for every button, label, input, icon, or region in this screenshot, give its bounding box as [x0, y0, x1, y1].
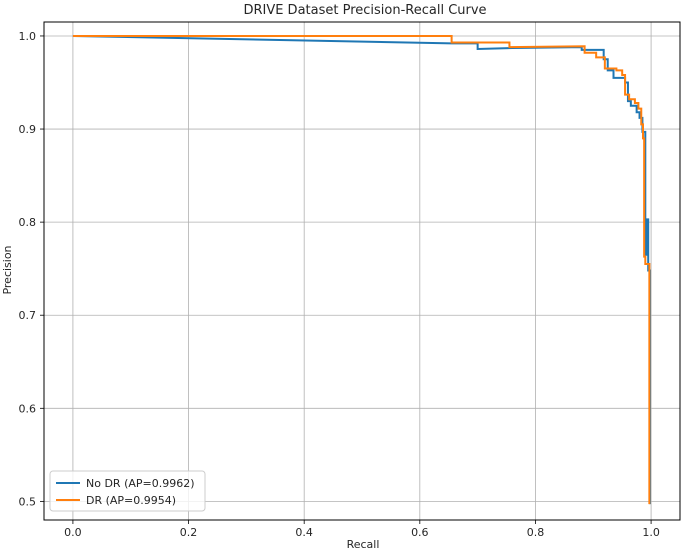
y-tick-label: 0.7	[19, 309, 37, 322]
series-line-dr	[72, 34, 651, 505]
plot-frame	[43, 21, 681, 521]
legend-label-no-dr: No DR (AP=0.9962)	[86, 477, 195, 490]
y-tick-label: 0.6	[19, 402, 37, 415]
x-tick-label: 0.2	[180, 526, 198, 539]
x-tick-label: 0.4	[295, 526, 313, 539]
tick-layer: 0.0 0.2 0.4 0.6 0.8 1.0 0.5 0.6 0.7 0.8 0.9 1.0	[19, 30, 660, 539]
x-axis-label: Recall	[347, 538, 380, 551]
series-layer	[72, 34, 651, 505]
legend: No DR (AP=0.9962) DR (AP=0.9954)	[49, 470, 206, 512]
x-tick-label: 0.0	[64, 526, 82, 539]
plot-area	[44, 22, 680, 520]
x-tick-label: 0.6	[411, 526, 429, 539]
x-tick-label: 1.0	[642, 526, 660, 539]
y-tick-label: 1.0	[19, 30, 37, 43]
y-tick-label: 0.5	[19, 495, 37, 508]
x-tick-label: 0.8	[527, 526, 545, 539]
chart-title: DRIVE Dataset Precision-Recall Curve	[243, 3, 486, 18]
y-tick-label: 0.9	[19, 123, 37, 136]
series-line-no-dr	[72, 34, 651, 505]
y-axis-label: Precision	[1, 245, 14, 294]
legend-label-dr: DR (AP=0.9954)	[86, 494, 176, 507]
legend-box	[49, 470, 206, 512]
y-tick-label: 0.8	[19, 216, 37, 229]
